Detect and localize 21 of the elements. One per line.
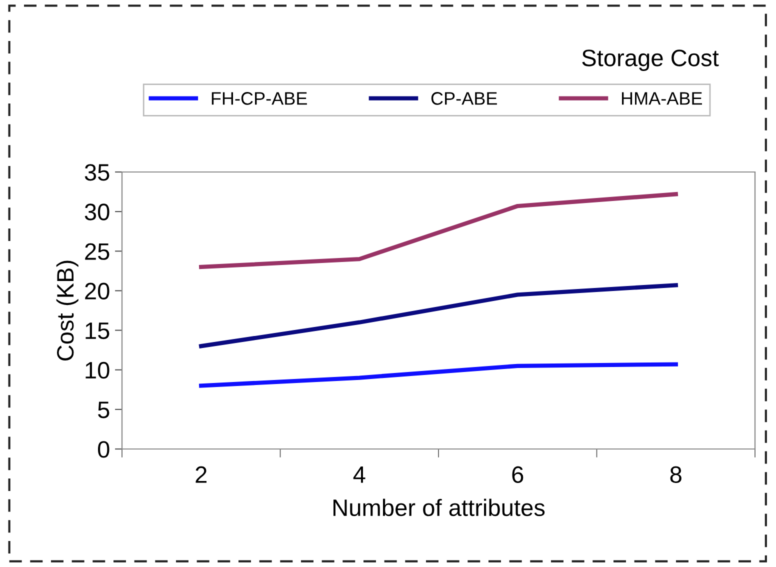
legend-label: HMA-ABE [622,92,702,105]
x-axis-title: Number of attributes [333,498,545,516]
y-tick-label: 15 [86,322,110,340]
y-tick-label: 20 [85,282,110,300]
y-tick-label: 30 [84,204,110,220]
y-tick-label: 25 [85,243,110,260]
y-tick-label: 0 [98,441,110,458]
x-tick-label: 6 [512,466,524,484]
line-series [199,362,678,388]
legend-label: FH-CP-ABE [212,92,307,105]
chart-title: Storage Cost [582,50,719,72]
x-tick-label: 8 [670,466,682,484]
y-tick-label: 10 [86,362,110,379]
y-axis-title: Cost (KB) [56,260,78,360]
y-tick-label: 5 [98,402,110,418]
legend-label: CP-ABE [431,92,497,105]
y-tick-label: 35 [84,164,110,181]
line-series [199,192,678,270]
line-series [199,283,678,348]
x-tick-label: 2 [196,466,207,483]
x-tick-label: 4 [353,466,366,483]
